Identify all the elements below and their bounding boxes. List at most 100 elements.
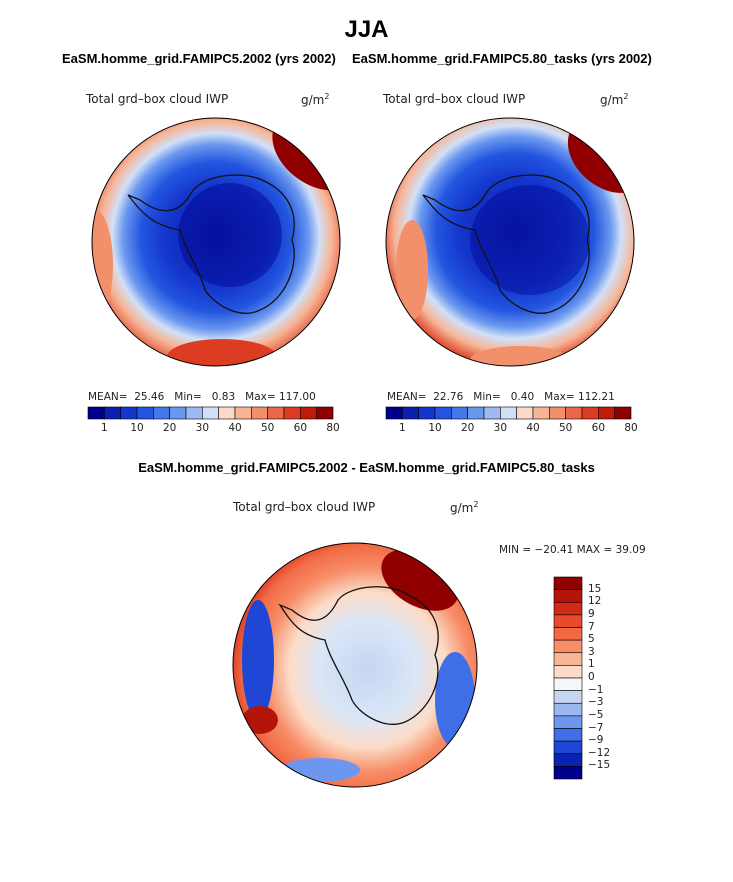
panel1-colorbar (87, 406, 334, 420)
panel1-subtitle: EaSM.homme_grid.FAMIPC5.2002 (yrs 2002) (62, 51, 336, 66)
colorbar-swatch (185, 406, 203, 420)
negative-difference-region (435, 652, 475, 748)
colorbar-swatch (553, 665, 583, 679)
difference-minmax: MIN = −20.41 MAX = 39.09 (499, 544, 646, 556)
colorbar-swatch (104, 406, 121, 420)
panel2-units: g/m2 (600, 92, 629, 107)
difference-colorbar (553, 576, 583, 780)
colorbar-swatch (553, 576, 583, 590)
colorbar-tick-label: 40 (526, 422, 540, 434)
colorbar-swatch (553, 627, 583, 641)
colorbar-tick-label: 20 (460, 422, 475, 434)
colorbar-swatch (169, 406, 187, 420)
panel2-map (385, 117, 635, 367)
colorbar-swatch (136, 406, 154, 420)
colorbar-tick-label: 10 (428, 422, 442, 434)
colorbar-tick-label: 10 (130, 422, 144, 434)
colorbar-swatch (532, 406, 550, 420)
colorbar-swatch (581, 406, 599, 420)
colorbar-tick-label: −15 (588, 759, 611, 772)
colorbar-tick-label: 7 (588, 620, 595, 633)
colorbar-tick-label: 80 (326, 422, 340, 434)
colorbar-swatch (451, 406, 468, 420)
colorbar-swatch (87, 406, 105, 420)
colorbar-swatch (598, 406, 615, 420)
colorbar-tick-label: −7 (588, 721, 604, 734)
colorbar-swatch (553, 715, 583, 729)
panel2-variable: Total grd–box cloud IWP (383, 92, 526, 106)
colorbar-swatch (553, 589, 583, 603)
high-iwp-region (167, 339, 277, 366)
colorbar-swatch (202, 406, 219, 420)
colorbar-tick-label: −5 (588, 708, 604, 721)
colorbar-swatch (553, 740, 583, 755)
antarctica-coastline (422, 174, 590, 314)
colorbar-swatch (418, 406, 436, 420)
colorbar-swatch (402, 406, 419, 420)
colorbar-swatch (553, 690, 583, 704)
colorbar-swatch (300, 406, 317, 420)
panel1-map (91, 117, 341, 367)
colorbar-swatch (467, 406, 485, 420)
colorbar-swatch (218, 406, 236, 420)
colorbar-tick-label: 1 (398, 422, 406, 434)
colorbar-swatch (565, 406, 583, 420)
colorbar-swatch (553, 753, 583, 767)
colorbar-swatch (553, 702, 583, 717)
colorbar-tick-label: 30 (195, 422, 210, 434)
colorbar-tick-label: 12 (588, 595, 602, 608)
colorbar-tick-label: 1 (588, 658, 595, 671)
colorbar-swatch (500, 406, 517, 420)
colorbar-tick-label: 60 (293, 422, 308, 434)
difference-map (232, 542, 478, 788)
figure-title: JJA (344, 16, 389, 43)
antarctica-coastline (278, 586, 439, 725)
colorbar-tick-label: −9 (588, 734, 604, 747)
colorbar-tick-label: 0 (588, 671, 595, 683)
colorbar-swatch (385, 406, 403, 420)
colorbar-tick-label: 15 (588, 582, 602, 595)
panel1-stats: MEAN= 25.46 Min= 0.83 Max= 117.00 (88, 391, 316, 403)
colorbar-swatch (614, 406, 632, 420)
high-iwp-region (92, 210, 113, 320)
colorbar-tick-label: 5 (588, 633, 595, 646)
colorbar-swatch (549, 406, 566, 420)
colorbar-swatch (283, 406, 301, 420)
colorbar-swatch (553, 766, 583, 780)
colorbar-swatch (267, 406, 285, 420)
colorbar-tick-label: −3 (588, 696, 604, 709)
colorbar-tick-label: 60 (591, 422, 606, 434)
colorbar-swatch (553, 728, 583, 742)
colorbar-swatch (553, 601, 583, 616)
high-iwp-region (470, 346, 570, 366)
colorbar-swatch (120, 406, 138, 420)
colorbar-swatch (251, 406, 268, 420)
difference-subtitle: EaSM.homme_grid.FAMIPC5.2002 - EaSM.homm… (138, 460, 595, 475)
difference-variable: Total grd–box cloud IWP (233, 500, 376, 514)
panel1-units: g/m2 (301, 92, 330, 107)
colorbar-swatch (553, 677, 583, 691)
colorbar-swatch (316, 406, 334, 420)
colorbar-tick-label: 1 (100, 422, 108, 434)
colorbar-tick-label: −1 (588, 683, 604, 696)
panel2-stats: MEAN= 22.76 Min= 0.40 Max= 112.21 (387, 391, 615, 403)
colorbar-swatch (553, 614, 583, 628)
antarctica-coastline (127, 174, 295, 314)
colorbar-swatch (234, 406, 252, 420)
panel2-colorbar (385, 406, 632, 420)
panel2-subtitle: EaSM.homme_grid.FAMIPC5.80_tasks (yrs 20… (352, 51, 652, 66)
colorbar-swatch (483, 406, 501, 420)
colorbar-tick-label: −12 (588, 746, 611, 759)
high-iwp-region (396, 220, 428, 320)
colorbar-tick-label: 20 (162, 422, 177, 434)
colorbar-tick-label: 80 (624, 422, 638, 434)
difference-units: g/m2 (450, 500, 479, 515)
colorbar-tick-label: 50 (558, 422, 573, 434)
colorbar-swatch (553, 652, 583, 666)
colorbar-tick-label: 50 (260, 422, 275, 434)
colorbar-swatch (153, 406, 170, 420)
colorbar-swatch (553, 639, 583, 654)
colorbar-tick-label: 40 (228, 422, 242, 434)
colorbar-tick-label: 3 (588, 645, 595, 658)
